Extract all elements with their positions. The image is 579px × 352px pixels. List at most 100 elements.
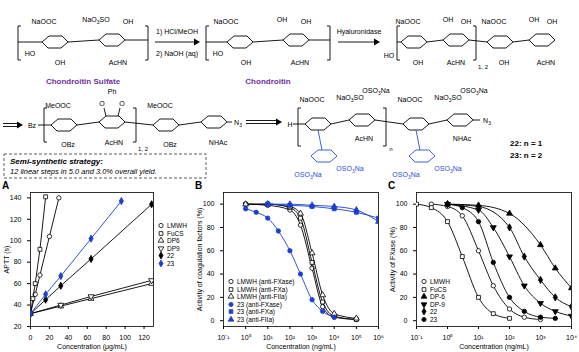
svg-text:10¹: 10¹	[473, 334, 484, 341]
svg-text:OH: OH	[413, 59, 424, 66]
svg-text:60: 60	[400, 247, 408, 254]
svg-text:AcHN: AcHN	[109, 59, 127, 66]
svg-text:100: 100	[203, 200, 215, 207]
svg-text:10⁶: 10⁶	[373, 334, 384, 341]
svg-text:60: 60	[207, 247, 215, 254]
svg-text:Concentration (ng/mL): Concentration (ng/mL)	[459, 343, 529, 351]
svg-text:120: 120	[138, 334, 150, 341]
svg-text:N3: N3	[234, 119, 242, 128]
svg-text:N3: N3	[483, 117, 491, 126]
svg-text:AcHN: AcHN	[447, 59, 465, 66]
svg-text:OH: OH	[55, 59, 66, 66]
svg-text:10²: 10²	[285, 334, 296, 341]
svg-text:20: 20	[207, 294, 215, 301]
svg-text:10⁴: 10⁴	[329, 334, 340, 341]
svg-text:AcHN: AcHN	[537, 59, 555, 66]
svg-text:HO: HO	[384, 52, 395, 59]
svg-text:OSO3Na: OSO3Na	[336, 165, 363, 174]
svg-text:OBz: OBz	[163, 141, 177, 148]
svg-text:0: 0	[211, 317, 215, 324]
svg-text:OH: OH	[277, 16, 288, 23]
svg-text:OH: OH	[499, 59, 510, 66]
svg-text:23: n = 2: 23: n = 2	[510, 151, 543, 160]
svg-text:20: 20	[14, 323, 22, 330]
svg-text:10⁻¹: 10⁻¹	[410, 334, 423, 341]
svg-text:12 linear steps in 5.0 and 3.0: 12 linear steps in 5.0 and 3.0% overall …	[10, 167, 157, 176]
svg-text:Concentration (μg/mL): Concentration (μg/mL)	[57, 343, 127, 351]
svg-text:22: n = 1: 22: n = 1	[510, 139, 543, 148]
svg-text:1, 2: 1, 2	[478, 64, 489, 70]
svg-text:NaO3SO: NaO3SO	[336, 94, 364, 103]
svg-text:NaO3SO: NaO3SO	[434, 94, 462, 103]
svg-text:10⁵: 10⁵	[351, 334, 362, 341]
svg-text:80: 80	[102, 334, 110, 341]
svg-text:Bz: Bz	[28, 122, 37, 129]
svg-text:Chondroitin: Chondroitin	[245, 77, 290, 86]
svg-text:OSO3Na: OSO3Na	[392, 171, 419, 180]
svg-text:0: 0	[404, 317, 408, 324]
svg-text:OBz: OBz	[61, 141, 75, 148]
svg-text:Hyaluronidase: Hyaluronidase	[337, 28, 382, 36]
svg-text:Concentration (ng/mL): Concentration (ng/mL)	[266, 343, 336, 351]
svg-text:OSO3Na: OSO3Na	[460, 87, 487, 96]
svg-text:AcHN: AcHN	[355, 135, 373, 142]
svg-text:80: 80	[14, 258, 22, 265]
svg-text:10³: 10³	[307, 334, 318, 341]
svg-text:1) HCl/MeOH: 1) HCl/MeOH	[156, 28, 198, 36]
svg-text:AcHN: AcHN	[291, 59, 309, 66]
svg-text:NaOOC: NaOOC	[396, 18, 421, 25]
svg-text:OSO3Na: OSO3Na	[434, 165, 461, 174]
svg-text:0: 0	[29, 334, 33, 341]
svg-text:OSO3Na: OSO3Na	[294, 171, 321, 180]
svg-text:20: 20	[46, 334, 54, 341]
svg-text:80: 80	[207, 224, 215, 231]
svg-text:Semi-synthetic strategy:: Semi-synthetic strategy:	[10, 157, 103, 166]
svg-text:140: 140	[10, 194, 22, 201]
svg-text:OSO3Na: OSO3Na	[362, 87, 389, 96]
svg-text:NaOOC: NaOOC	[482, 18, 507, 25]
svg-text:60: 60	[83, 334, 91, 341]
svg-text:OH: OH	[443, 16, 454, 23]
svg-text:10¹: 10¹	[263, 334, 274, 341]
svg-text:10⁻¹: 10⁻¹	[217, 334, 230, 341]
svg-text:OH: OH	[529, 16, 540, 23]
svg-text:10⁰: 10⁰	[443, 334, 454, 341]
svg-text:Ph: Ph	[108, 88, 117, 95]
svg-text:Activity of FXase (%): Activity of FXase (%)	[389, 227, 397, 292]
svg-text:NaOOC: NaOOC	[398, 96, 423, 103]
svg-text:NaOOC: NaOOC	[300, 96, 325, 103]
svg-text:100: 100	[396, 200, 408, 207]
svg-text:10²: 10²	[504, 334, 515, 341]
svg-text:HO: HO	[213, 50, 224, 57]
svg-text:MeOOC: MeOOC	[147, 102, 173, 109]
svg-text:H: H	[287, 121, 292, 128]
svg-text:40: 40	[64, 334, 72, 341]
svg-text:NaOOC: NaOOC	[214, 18, 239, 25]
svg-text:OH: OH	[123, 18, 134, 25]
svg-text:2) NaOH (aq): 2) NaOH (aq)	[156, 50, 198, 58]
svg-text:20: 20	[400, 294, 408, 301]
svg-text:10³: 10³	[535, 334, 546, 341]
svg-text:120: 120	[10, 216, 22, 223]
svg-text:OH: OH	[241, 59, 252, 66]
svg-text:Chondroitin Sulfate: Chondroitin Sulfate	[46, 77, 121, 86]
svg-text:n: n	[389, 146, 392, 152]
svg-text:O: O	[119, 100, 125, 107]
svg-text:60: 60	[14, 280, 22, 287]
svg-text:Activity of coagulation factor: Activity of coagulation factors (%)	[196, 208, 204, 312]
svg-text:40: 40	[400, 270, 408, 277]
svg-text:OH: OH	[547, 18, 558, 25]
svg-text:NHAc: NHAc	[209, 139, 228, 146]
svg-text:MeOOC: MeOOC	[45, 102, 71, 109]
svg-text:NHAc: NHAc	[453, 135, 472, 142]
svg-text:1, 2: 1, 2	[138, 146, 149, 152]
svg-text:NaOOC: NaOOC	[32, 18, 57, 25]
svg-text:OH: OH	[461, 18, 472, 25]
svg-text:O: O	[99, 100, 105, 107]
svg-text:100: 100	[119, 334, 131, 341]
svg-text:APTT (s): APTT (s)	[3, 246, 11, 274]
svg-text:40: 40	[14, 301, 22, 308]
svg-text:HO: HO	[25, 50, 36, 57]
svg-text:10⁴: 10⁴	[566, 334, 577, 341]
svg-text:100: 100	[10, 237, 22, 244]
